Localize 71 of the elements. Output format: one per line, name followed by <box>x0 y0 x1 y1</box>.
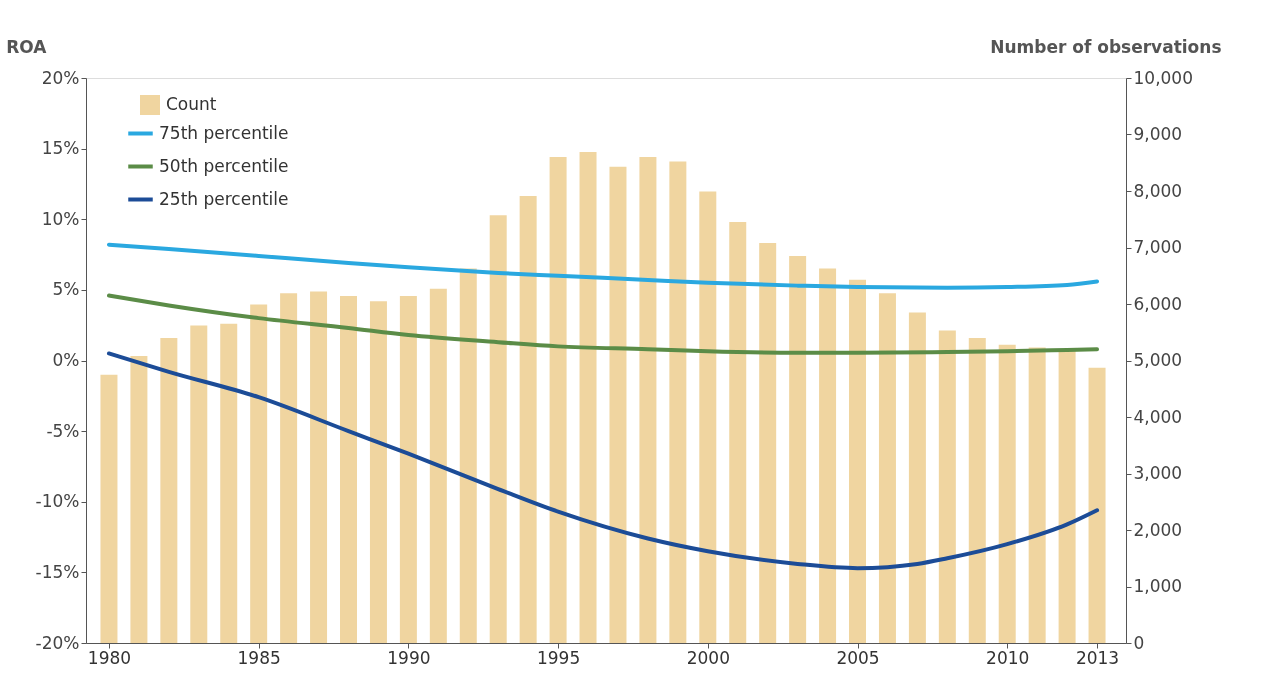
y2-tick-label: 7,000 <box>1133 237 1183 257</box>
legend-label: 75th percentile <box>159 122 289 143</box>
y2-axis-title: Number of observations <box>990 36 1222 57</box>
y-tick-label: 15% <box>41 138 80 159</box>
bar <box>1028 347 1046 643</box>
y2-tick-label: 6,000 <box>1133 293 1183 314</box>
bar <box>639 157 657 643</box>
y2-tick-label: 4,000 <box>1133 406 1183 427</box>
bar <box>849 279 867 643</box>
bar <box>220 323 238 643</box>
y-tick-label: 20% <box>41 67 80 88</box>
y-axis-title: ROA <box>6 36 48 57</box>
bar <box>459 268 477 643</box>
bar <box>519 196 537 643</box>
bar <box>549 157 567 643</box>
bar <box>280 293 298 643</box>
y-tick-label: -20% <box>35 632 80 653</box>
bar <box>789 255 807 643</box>
x-tick-label: 1995 <box>536 647 581 668</box>
legend-label: 50th percentile <box>159 155 289 176</box>
y2-tick-label: 10,000 <box>1133 67 1193 88</box>
x-tick-label: 1985 <box>237 647 281 668</box>
y2-tick-label: 1,000 <box>1133 576 1183 596</box>
bar <box>819 268 837 643</box>
y-tick-label: -10% <box>35 491 80 512</box>
legend-label: 25th percentile <box>159 188 289 209</box>
bar <box>399 296 417 643</box>
bar <box>699 191 717 643</box>
y2-tick-label: 0 <box>1133 632 1145 653</box>
x-tick-label: 1990 <box>387 647 431 668</box>
bar <box>1088 367 1106 643</box>
bar <box>878 293 896 643</box>
x-tick-label: 2013 <box>1075 647 1120 668</box>
bar <box>130 355 148 643</box>
bar <box>340 296 357 643</box>
x-tick-label: 2000 <box>686 647 730 668</box>
bar <box>369 301 387 643</box>
line-series <box>106 242 1100 290</box>
y2-tick-label: 5,000 <box>1133 350 1183 370</box>
x-tick-label: 2010 <box>986 647 1030 668</box>
line-series <box>106 293 1100 355</box>
y2-tick-label: 3,000 <box>1133 463 1183 483</box>
bar <box>938 330 956 643</box>
bar <box>190 325 208 643</box>
x-tick-label: 1980 <box>87 647 132 668</box>
y-tick-label: -5% <box>46 420 80 441</box>
bar <box>908 312 926 643</box>
bar <box>310 291 328 643</box>
bar <box>998 344 1016 643</box>
bar <box>729 222 747 643</box>
bar <box>579 152 597 643</box>
y2-tick-label: 9,000 <box>1133 124 1183 144</box>
bar <box>429 288 447 643</box>
y2-tick-label: 2,000 <box>1133 519 1183 540</box>
y-tick-label: 5% <box>52 279 80 300</box>
bar <box>100 374 118 643</box>
bar <box>250 304 268 643</box>
y-tick-label: 10% <box>41 208 80 229</box>
y-tick-label: 0% <box>52 350 80 370</box>
bar <box>669 161 687 643</box>
bar <box>160 337 178 643</box>
bar <box>759 242 777 643</box>
legend-label: Count <box>166 94 217 114</box>
y-tick-label: -15% <box>35 561 80 582</box>
bar <box>968 337 986 643</box>
line-series <box>106 351 1100 571</box>
x-tick-label: 2005 <box>836 647 880 668</box>
bar <box>489 215 507 643</box>
bar <box>1058 350 1076 643</box>
y2-tick-label: 8,000 <box>1133 180 1183 201</box>
bar <box>609 166 627 643</box>
